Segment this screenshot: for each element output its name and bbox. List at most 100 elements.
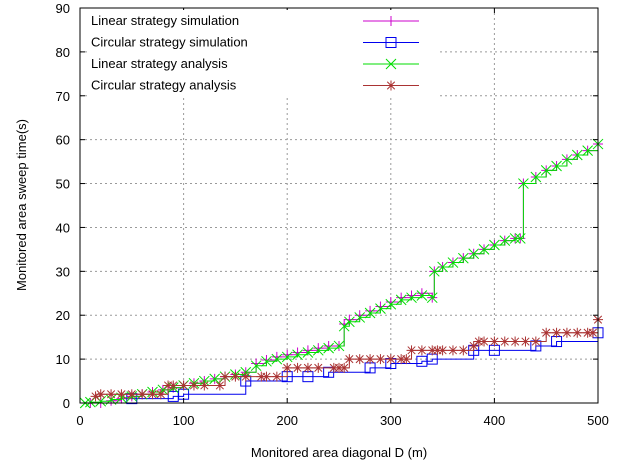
data-point	[292, 362, 303, 373]
data-point	[209, 373, 221, 385]
data-point	[338, 320, 350, 332]
data-point	[561, 327, 572, 338]
data-point	[457, 252, 469, 264]
data-point	[499, 336, 510, 347]
data-point	[458, 345, 469, 356]
data-point	[426, 292, 438, 304]
data-point	[479, 336, 490, 347]
data-point	[447, 257, 459, 268]
data-point	[312, 344, 324, 356]
data-point	[256, 371, 267, 382]
data-point	[116, 389, 127, 400]
series-line	[131, 332, 599, 400]
data-point	[406, 345, 417, 356]
series-layer	[79, 138, 604, 409]
data-point	[520, 336, 531, 347]
data-point	[339, 362, 350, 373]
data-point	[364, 307, 376, 319]
data-point	[261, 371, 272, 382]
plot-frame	[79, 7, 599, 404]
data-point	[478, 244, 490, 255]
y-tick-label: 30	[56, 264, 70, 279]
data-point	[582, 327, 593, 338]
y-tick-label: 70	[56, 89, 70, 104]
data-point	[282, 362, 293, 373]
data-point	[468, 248, 480, 260]
data-point	[168, 380, 179, 391]
data-point	[385, 37, 397, 48]
data-point	[199, 380, 210, 391]
data-point	[214, 380, 225, 391]
data-point	[582, 145, 593, 156]
x-tick-label: 400	[484, 413, 506, 428]
data-point	[432, 345, 443, 356]
x-tick-label: 300	[380, 413, 402, 428]
data-point	[530, 171, 542, 183]
data-point	[178, 380, 189, 391]
ticks: 0 100 200 300 400 500 0 10 20 30 40 50 60 70 80 90	[56, 1, 609, 428]
data-point	[437, 345, 448, 356]
x-tick-label: 100	[173, 413, 195, 428]
data-point	[386, 16, 396, 26]
data-point	[427, 345, 438, 356]
series-2	[126, 327, 604, 405]
data-point	[230, 371, 241, 382]
data-point	[261, 355, 272, 367]
legend: Linear strategy simulation Circular strat…	[87, 10, 439, 98]
data-point	[365, 354, 376, 365]
series-4	[90, 314, 603, 402]
data-point	[385, 354, 396, 365]
y-tick-label: 40	[56, 220, 70, 235]
series-line	[85, 144, 599, 404]
data-point	[489, 239, 500, 251]
data-point	[385, 58, 397, 70]
y-axis-title: Monitored area sweep time(s)	[14, 119, 29, 291]
data-point	[468, 340, 479, 351]
y-tick-label: 60	[56, 133, 70, 148]
data-point	[323, 342, 334, 354]
data-point	[281, 351, 293, 363]
data-point	[437, 261, 448, 273]
legend-label: Circular strategy analysis	[91, 78, 237, 93]
data-point	[250, 360, 262, 372]
data-point	[354, 312, 366, 323]
data-point	[551, 160, 562, 172]
data-point	[313, 362, 324, 373]
y-tick-label: 20	[56, 308, 70, 323]
data-point	[106, 389, 117, 400]
data-point	[572, 327, 583, 338]
data-point	[530, 336, 541, 347]
x-axis-title: Monitored area diagonal D (m)	[251, 445, 427, 460]
data-point	[328, 362, 339, 373]
data-point	[375, 303, 386, 314]
data-point	[302, 347, 314, 358]
x-tick-label: 500	[587, 413, 609, 428]
data-point	[416, 290, 428, 301]
data-point	[271, 371, 282, 382]
y-tick-label: 90	[56, 1, 70, 16]
data-point	[499, 235, 511, 246]
data-point	[386, 80, 396, 91]
data-point	[354, 354, 365, 365]
data-point	[401, 354, 412, 365]
data-point	[334, 362, 344, 373]
legend-label: Linear strategy simulation	[91, 13, 239, 28]
x-tick-label: 0	[76, 413, 83, 428]
data-point	[240, 371, 251, 382]
data-point	[518, 178, 529, 189]
y-tick-label: 80	[56, 45, 70, 60]
legend-label: Circular strategy simulation	[91, 35, 248, 50]
data-point	[375, 354, 386, 365]
data-point	[473, 336, 484, 347]
data-point	[561, 154, 573, 165]
data-point	[344, 354, 355, 365]
data-point	[571, 149, 583, 161]
data-point	[509, 233, 521, 244]
y-tick-label: 0	[63, 396, 70, 411]
data-point	[344, 316, 355, 328]
x-tick-label: 200	[276, 413, 298, 428]
data-point	[302, 362, 313, 373]
data-point	[292, 349, 303, 361]
data-point	[416, 345, 427, 356]
